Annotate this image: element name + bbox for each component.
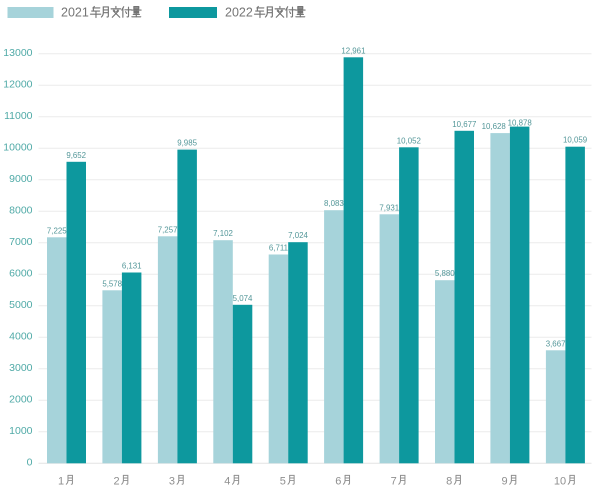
svg-text:9,985: 9,985 [177, 139, 197, 148]
svg-text:6,711: 6,711 [269, 244, 288, 253]
svg-text:6: 6 [335, 476, 341, 488]
svg-text:7,225: 7,225 [47, 226, 67, 235]
svg-text:3: 3 [169, 476, 175, 488]
svg-text:10,628: 10,628 [482, 122, 507, 131]
svg-text:10,878: 10,878 [508, 119, 533, 128]
svg-text:2: 2 [114, 476, 120, 488]
svg-text:7000: 7000 [9, 236, 33, 248]
svg-text:5: 5 [280, 476, 286, 488]
svg-text:8: 8 [446, 476, 452, 488]
svg-text:1: 1 [58, 476, 64, 488]
svg-text:0: 0 [27, 457, 33, 469]
svg-text:5,880: 5,880 [435, 269, 455, 278]
svg-text:10,059: 10,059 [563, 136, 588, 145]
svg-text:6000: 6000 [9, 268, 33, 280]
svg-text:13000: 13000 [3, 47, 32, 59]
svg-text:10,052: 10,052 [397, 136, 421, 145]
svg-text:10,677: 10,677 [452, 120, 476, 129]
svg-text:2022: 2022 [225, 6, 253, 20]
svg-text:11000: 11000 [4, 110, 33, 122]
svg-text:8,083: 8,083 [324, 199, 344, 208]
svg-text:5,074: 5,074 [233, 294, 253, 303]
svg-text:9: 9 [502, 476, 508, 488]
svg-text:7,102: 7,102 [213, 229, 233, 238]
svg-text:9000: 9000 [9, 173, 33, 185]
svg-text:10000: 10000 [3, 142, 32, 154]
svg-text:5000: 5000 [9, 299, 33, 311]
svg-text:9,652: 9,652 [66, 151, 86, 160]
svg-text:4: 4 [224, 476, 230, 488]
svg-text:3000: 3000 [9, 362, 33, 374]
svg-text:10: 10 [554, 476, 566, 488]
svg-text:12000: 12000 [3, 79, 32, 91]
svg-text:6,131: 6,131 [122, 262, 142, 271]
svg-text:1000: 1000 [9, 425, 33, 437]
svg-text:7,931: 7,931 [379, 203, 399, 212]
svg-text:2021: 2021 [61, 6, 89, 20]
svg-text:7,257: 7,257 [158, 225, 178, 234]
svg-text:2000: 2000 [9, 394, 33, 406]
svg-text:7: 7 [391, 476, 397, 488]
svg-text:4000: 4000 [9, 331, 33, 343]
svg-text:5,578: 5,578 [102, 279, 122, 288]
svg-text:8000: 8000 [9, 205, 33, 217]
svg-text:3,667: 3,667 [546, 339, 566, 348]
svg-text:7,024: 7,024 [288, 231, 308, 240]
svg-text:12,961: 12,961 [341, 46, 365, 55]
